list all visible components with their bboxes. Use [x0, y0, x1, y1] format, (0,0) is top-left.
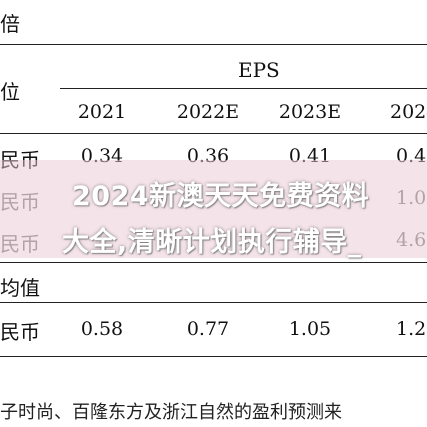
header-bottom-rule: [0, 133, 427, 134]
section-2-label: 均值: [0, 276, 40, 300]
year-header-4: 2024: [390, 101, 427, 123]
watermark-overlay: [0, 160, 427, 258]
top-rule: [0, 44, 427, 45]
section-2-value-2023e: 1.05: [288, 318, 332, 340]
section-2-value-2021: 0.58: [80, 318, 124, 340]
section-2-value-2024: 1.2: [396, 318, 427, 340]
header-top-char: 倍: [0, 12, 20, 36]
year-header-3: 2023E: [278, 101, 342, 123]
year-header-1: 2021: [77, 101, 127, 123]
watermark-line-1: 2024新澳天天免费资料: [72, 181, 370, 212]
section-2-value-2022e: 0.77: [186, 318, 230, 340]
eps-header-label: EPS: [238, 58, 280, 82]
unit-header-label: 位: [0, 80, 20, 104]
source-caption: 子时尚、百隆东方及浙江自然的盈利预测来: [0, 402, 342, 423]
section-rule: [0, 262, 427, 263]
section-2-row-label: 民币: [0, 320, 40, 344]
table-bottom-rule: [0, 356, 427, 357]
section-2-rule: [0, 302, 427, 303]
eps-underline: [60, 88, 427, 89]
watermark-line-2: 大全,清晰计划执行辅导_: [62, 227, 362, 258]
year-header-2: 2022E: [176, 101, 240, 123]
